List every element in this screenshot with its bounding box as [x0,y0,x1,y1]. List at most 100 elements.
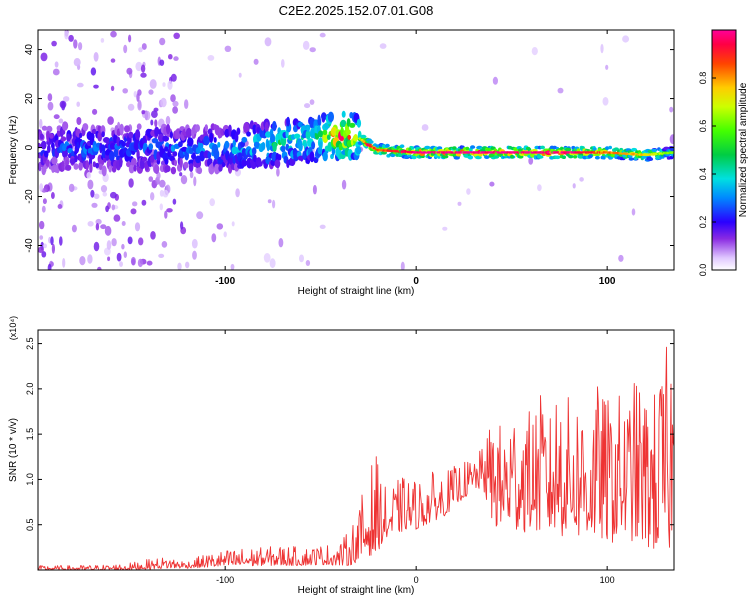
spectrogram-frame [37,29,675,271]
spectrogram-speckle [100,224,107,230]
snr-x-label: Height of straight line (km) [298,585,415,596]
spectrogram-band-cell [326,134,331,140]
colorbar-tick-label: 0.6 [698,120,708,133]
spectrogram-speckle [193,176,197,187]
spectrogram-band-cell [178,141,183,148]
spectrogram-speckle [73,58,81,67]
spectrogram-speckle [489,181,495,187]
spectrogram-band-cell [61,129,66,135]
spectrogram-band-cell [61,160,65,171]
spectrogram-speckle [172,198,177,205]
spectrogram-band-cell [124,125,130,133]
spectrogram-speckle [159,37,166,46]
spectrogram-band-cell [341,110,346,118]
spectrogram-speckle [159,59,165,66]
spectrogram-speckle [211,233,217,243]
spectrogram-band-cell [669,155,674,160]
spectrogram-speckle [238,72,242,78]
spectrogram-speckle [267,199,272,204]
spectrogram-band-cell [164,146,169,152]
spectrogram-speckle [319,224,326,229]
spectrogram-band-cell [192,152,196,161]
spectrogram-speckle [116,252,122,262]
spectrogram-band-cell [95,162,100,169]
spectrogram-band-cell [224,128,230,138]
spectrogram-band-cell [265,131,272,138]
spectrogram-speckle [87,254,93,264]
spectrogram-speckle [121,221,126,226]
spectrogram-speckle [79,256,86,266]
spectrogram-band-cell [82,123,89,131]
spectrogram-band-cell [183,161,189,169]
spectrogram-speckle [141,110,146,115]
spectrogram-speckle [128,34,132,43]
spectrogram-band-cell [70,150,75,156]
spectrogram-band-cell [602,155,606,160]
snr-series-line [38,346,674,570]
colorbar-tick-label: 0.0 [698,264,708,277]
spectrogram-band-cell [47,144,51,154]
spectrogram-speckle [302,40,310,51]
snr-y-label: SNR (10 * v/v) [8,418,19,482]
spectrogram-band-cell [100,144,106,152]
spectrogram-speckle [537,184,542,192]
spectrogram-speckle [93,52,99,62]
spectrogram-speckle [95,218,102,225]
spectrogram-speckle [159,203,163,211]
spectrogram-band-cell [74,154,78,163]
spectrogram-band-cell [264,121,269,133]
spectrogram-speckle [95,223,100,231]
spectrogram-speckle [149,79,157,89]
spectrogram-speckle [137,100,142,111]
spectrogram-band-cell [224,140,230,149]
spectrogram-speckle [39,220,45,230]
spectrogram-band-cell [221,161,226,168]
spectrogram-band-cell [577,155,584,159]
spectrogram-band-cell [322,129,328,136]
spectrogram-band-cell [274,159,281,168]
spectrogram-speckle [144,110,151,121]
spectrogram-band-cell [164,165,171,173]
spectrogram-band-cell [207,151,212,159]
spectrogram-speckle [602,97,609,106]
spectrogram-band-cell [327,111,334,123]
spectrogram-speckle [192,250,197,260]
spectrogram-band-cell [468,155,473,160]
spectrogram-speckle [309,47,316,53]
spectrogram-speckle [223,231,227,238]
spectrogram-speckle [162,82,166,87]
spectrogram-band-cell [154,127,159,137]
spectrogram-speckle [68,183,75,193]
spectrogram-band-cell [179,157,183,168]
spectrogram-speckle [170,94,176,103]
spectrogram-band-cell [141,156,148,162]
spectrogram-band-cell [118,157,123,168]
spectrogram-band-cell [411,155,417,160]
spectrogram-speckle [379,43,387,49]
spectrogram-band-cell [594,155,600,160]
spectrogram-speckle [235,188,240,198]
spectrogram-speckle [121,243,125,250]
spectrogram-y-tick-label: -20 [24,189,35,204]
spectrogram-speckle [78,42,83,51]
spectrogram-speckle [59,236,63,246]
spectrogram-band-cell [109,151,115,162]
colorbar-tick-label: 0.4 [698,168,708,181]
spectrogram-speckle [104,225,112,236]
spectrogram-band-cell [398,153,403,157]
spectrogram-band-cell [249,123,254,130]
spectrogram-speckle [51,40,57,47]
spectrogram-speckle [64,30,69,40]
spectrogram-speckle [531,47,538,56]
spectrogram-band-cell [39,133,44,140]
spectrogram-speckle [122,88,128,94]
spectrogram-band-cell [188,163,194,172]
spectrogram-speckle [71,224,77,233]
spectrogram-speckle [138,237,144,246]
spectrogram-band-cell [321,112,327,121]
spectrogram-band-cell [317,114,321,126]
snr-frame [37,329,675,571]
spectrogram-speckle [110,30,117,38]
spectrogram-band-cell [136,123,142,130]
spectrogram-speckle [299,254,304,263]
